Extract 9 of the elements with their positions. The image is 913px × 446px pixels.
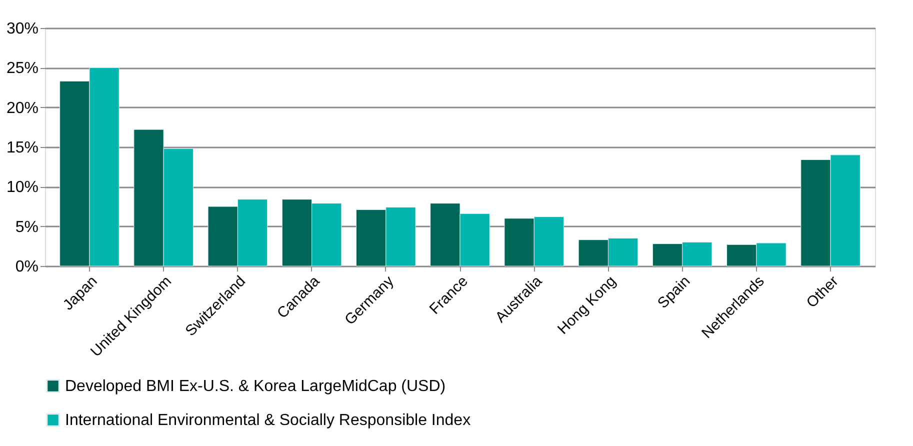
- legend-label: Developed BMI Ex-U.S. & Korea LargeMidCap (USD): [65, 378, 446, 395]
- y-tick-label: 15%: [6, 140, 38, 156]
- y-tick-label: 20%: [6, 100, 38, 117]
- y-tick-label: 30%: [6, 20, 38, 38]
- legend-label: International Environmental & Socially Responsible Index: [65, 412, 471, 429]
- y-tick-label: 25%: [6, 60, 38, 78]
- y-tick-label: 5%: [15, 218, 38, 236]
- y-tick-label: 0%: [15, 258, 38, 276]
- y-tick-label: 10%: [6, 179, 38, 196]
